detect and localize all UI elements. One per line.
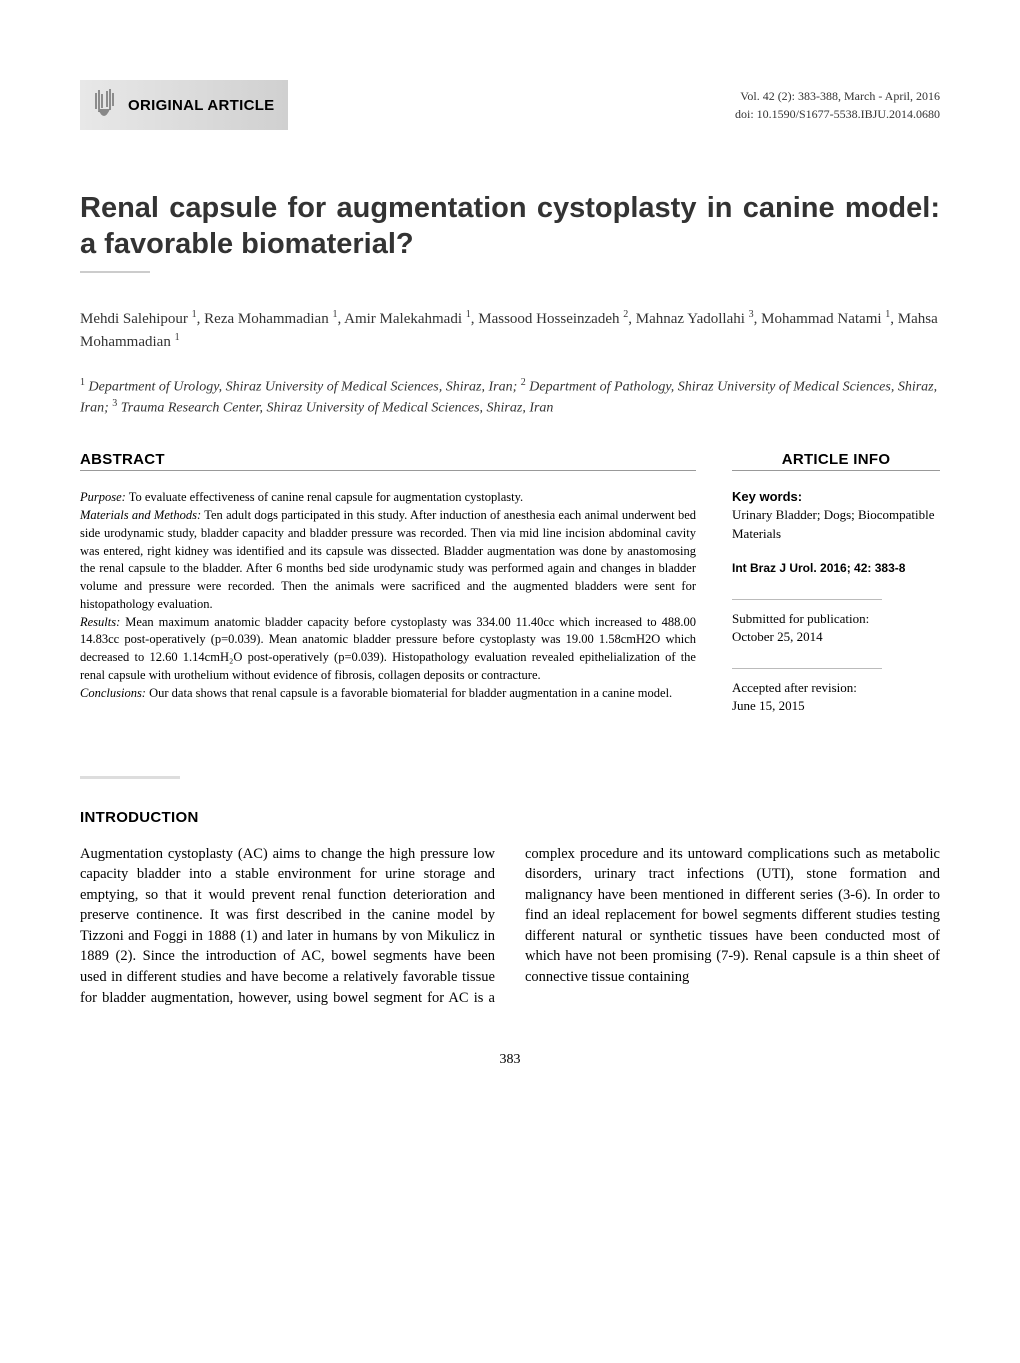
introduction-body: Augmentation cystoplasty (AC) aims to ch… — [80, 844, 940, 1009]
conclusions-text: Our data shows that renal capsule is a f… — [146, 686, 672, 700]
abstract-info-row: ABSTRACT Purpose: To evaluate effectiven… — [80, 451, 940, 737]
article-tag-block: ORIGINAL ARTICLE — [80, 80, 288, 130]
submitted-date: October 25, 2014 — [732, 629, 823, 644]
page-root: ORIGINAL ARTICLE Vol. 42 (2): 383-388, M… — [0, 0, 1020, 1118]
introduction-heading: INTRODUCTION — [80, 809, 940, 826]
abstract-column: ABSTRACT Purpose: To evaluate effectiven… — [80, 451, 696, 737]
journal-logo-icon — [88, 87, 120, 123]
abstract-end-rule — [80, 776, 180, 779]
authors-line: Mehdi Salehipour 1, Reza Mohammadian 1, … — [80, 307, 940, 354]
article-type-label: ORIGINAL ARTICLE — [128, 97, 274, 114]
article-title: Renal capsule for augmentation cystoplas… — [80, 190, 940, 263]
keywords-label: Key words: — [732, 489, 940, 504]
accepted-date: June 15, 2015 — [732, 698, 805, 713]
submitted-label: Submitted for publication: — [732, 611, 869, 626]
keywords-text: Urinary Bladder; Dogs; Biocompatible Mat… — [732, 506, 940, 542]
abstract-body: Purpose: To evaluate effectiveness of ca… — [80, 489, 696, 702]
affiliations: 1 Department of Urology, Shiraz Universi… — [80, 376, 940, 420]
results-text: Mean maximum anatomic bladder capacity b… — [80, 615, 696, 682]
page-number: 383 — [80, 1052, 940, 1068]
abstract-heading: ABSTRACT — [80, 451, 696, 468]
volume-line: Vol. 42 (2): 383-388, March - April, 201… — [288, 87, 940, 105]
info-divider-2 — [732, 668, 882, 669]
journal-citation: Int Braz J Urol. 2016; 42: 383-8 — [732, 561, 940, 575]
header-meta: Vol. 42 (2): 383-388, March - April, 201… — [288, 87, 940, 123]
page-header: ORIGINAL ARTICLE Vol. 42 (2): 383-388, M… — [80, 80, 940, 130]
article-info-heading: ARTICLE INFO — [732, 451, 940, 468]
methods-text: Ten adult dogs participated in this stud… — [80, 508, 696, 611]
intro-para-1: Augmentation cystoplasty (AC) aims to ch… — [80, 846, 495, 985]
title-underline — [80, 271, 150, 273]
info-divider-1 — [732, 599, 882, 600]
accepted-label: Accepted after revision: — [732, 680, 857, 695]
introduction-section: INTRODUCTION Augmentation cystoplasty (A… — [80, 809, 940, 1009]
results-label: Results: — [80, 615, 120, 629]
article-info-column: ARTICLE INFO Key words: Urinary Bladder;… — [732, 451, 940, 737]
info-rule — [732, 470, 940, 471]
doi-line: doi: 10.1590/S1677-5538.IBJU.2014.0680 — [288, 105, 940, 123]
methods-label: Materials and Methods: — [80, 508, 201, 522]
submitted-block: Submitted for publication: October 25, 2… — [732, 610, 940, 646]
purpose-text: To evaluate effectiveness of canine rena… — [126, 490, 523, 504]
accepted-block: Accepted after revision: June 15, 2015 — [732, 679, 940, 715]
purpose-label: Purpose: — [80, 490, 126, 504]
conclusions-label: Conclusions: — [80, 686, 146, 700]
abstract-rule — [80, 470, 696, 471]
